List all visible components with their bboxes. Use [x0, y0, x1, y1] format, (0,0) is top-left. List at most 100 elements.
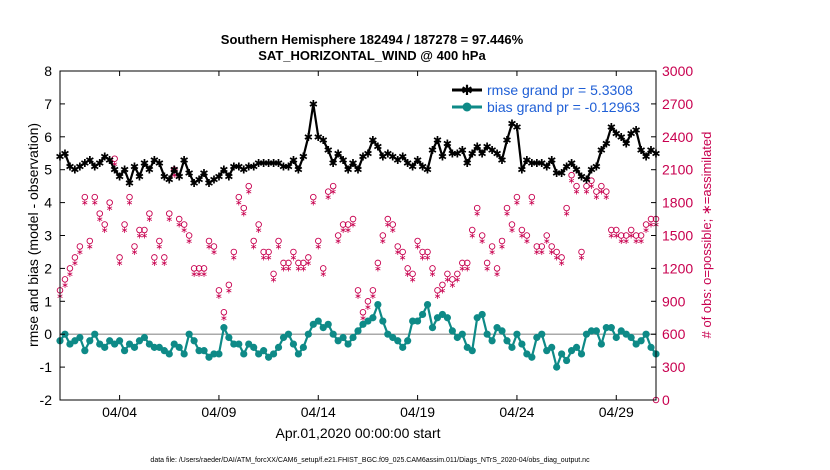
- rmse-point: ✱: [145, 164, 154, 177]
- rmse-point: ✱: [597, 144, 606, 157]
- rmse-point: ✱: [254, 157, 263, 170]
- possible-count-marker: [285, 259, 292, 267]
- left-tick-label: 7: [44, 96, 52, 112]
- rmse-point: ✱: [388, 151, 397, 164]
- left-tick-label: 0: [44, 326, 52, 342]
- rmse-point: ✱: [274, 157, 283, 170]
- possible-count-marker: [568, 171, 575, 179]
- right-tick-label: 2100: [662, 162, 693, 178]
- assimilated-count-marker: ∗: [235, 199, 243, 209]
- possible-count-marker: [334, 232, 342, 239]
- assimilated-count-marker: ∗: [498, 242, 506, 252]
- bias-point: [314, 317, 322, 325]
- possible-count-marker: [310, 193, 317, 201]
- possible-count-marker: [86, 237, 94, 245]
- chart-title-line2: SAT_HORIZONTAL_WIND @ 400 hPa: [258, 48, 486, 63]
- rmse-point: ✱: [279, 160, 288, 173]
- possible-count-marker: [439, 281, 446, 289]
- assimilated-count-marker: ∗: [91, 199, 99, 209]
- legend-rmse-marker: ✱: [461, 83, 473, 99]
- assimilated-count-marker: ∗: [66, 270, 74, 280]
- bias-point: [230, 340, 238, 348]
- assimilated-count-marker: ∗: [200, 270, 208, 280]
- bias-point: [339, 333, 347, 342]
- assimilated-count-marker: ∗: [61, 281, 69, 291]
- rmse-point: ✱: [314, 131, 323, 144]
- rmse-point: ✱: [100, 151, 109, 164]
- rmse-point: ✱: [368, 134, 377, 147]
- possible-count-marker: [647, 215, 655, 223]
- assimilated-count-marker: ∗: [573, 188, 581, 198]
- possible-count-marker: [379, 232, 387, 239]
- right-tick-label: 2400: [662, 129, 693, 145]
- rmse-point: ✱: [522, 154, 531, 167]
- rmse-point: ✱: [224, 170, 233, 183]
- rmse-point: ✱: [110, 164, 119, 177]
- rmse-point: ✱: [592, 160, 601, 173]
- possible-count-marker: [493, 265, 501, 272]
- assimilated-count-marker: ∗: [329, 188, 337, 198]
- chart-title-line1: Southern Hemisphere 182494 / 187278 = 97…: [221, 32, 524, 47]
- assimilated-count-marker: ∗: [170, 171, 178, 181]
- assimilated-count-marker: ∗: [503, 210, 511, 220]
- possible-count-marker: [603, 188, 610, 195]
- bias-point: [488, 337, 496, 345]
- bias-point: [508, 343, 516, 351]
- left-tick-label: 2: [44, 260, 52, 276]
- possible-count-marker: [434, 287, 441, 294]
- assimilated-count-marker: ∗: [369, 292, 377, 302]
- possible-count-marker: [111, 155, 118, 162]
- possible-count-marker: [444, 270, 451, 278]
- assimilated-count-marker: ∗: [463, 264, 471, 274]
- bias-point: [274, 343, 283, 351]
- assimilated-count-marker: ∗: [205, 242, 213, 252]
- possible-count-marker: [71, 254, 79, 261]
- assimilated-count-marker: ∗: [508, 226, 516, 236]
- right-axis: 0 300 600 900 1200 1500 1800 2100 2400 2700 3000: [651, 63, 693, 408]
- rmse-point: ✱: [423, 164, 432, 177]
- rmse-point: ✱: [189, 177, 198, 190]
- x-tick-label: 04/04: [102, 404, 137, 420]
- rmse-point: ✱: [338, 154, 347, 167]
- possible-count-marker: [146, 210, 153, 217]
- bias-point: [354, 327, 362, 335]
- assimilated-count-marker: ∗: [161, 259, 169, 269]
- rmse-point: ✱: [438, 151, 447, 164]
- rmse-point: ✱: [165, 174, 174, 187]
- possible-count-marker: [548, 243, 555, 250]
- assimilated-count-marker: ∗: [111, 160, 119, 170]
- assimilated-count-marker: ∗: [513, 199, 521, 209]
- rmse-point: ✱: [115, 170, 124, 183]
- possible-count-marker: [315, 237, 322, 245]
- right-tick-label: 600: [662, 326, 686, 342]
- possible-count-marker: [265, 248, 272, 256]
- rmse-point: ✱: [492, 147, 501, 160]
- possible-count-marker: [190, 265, 198, 272]
- assimilated-count-marker: ∗: [290, 253, 298, 263]
- possible-count-marker: [399, 248, 406, 256]
- assimilated-count-marker: ∗: [136, 232, 144, 242]
- bias-point: [414, 317, 422, 325]
- bias-point: [627, 333, 635, 342]
- assimilated-count-marker: ∗: [240, 210, 248, 220]
- possible-count-marker: [161, 254, 168, 261]
- x-tick-label: 04/24: [499, 404, 534, 420]
- assimilated-count-marker: ∗: [349, 221, 357, 231]
- possible-count-marker: [156, 237, 163, 245]
- bias-point: [101, 343, 109, 351]
- bias-point: [468, 347, 476, 355]
- assimilated-count-marker: ∗: [121, 226, 129, 236]
- rmse-point: ✱: [95, 157, 104, 170]
- rmse-point: ✱: [140, 157, 149, 170]
- possible-count-marker: [141, 226, 148, 234]
- assimilated-count-marker: ∗: [210, 248, 218, 258]
- rmse-point: ✱: [358, 151, 367, 164]
- rmse-point: ✱: [567, 157, 576, 170]
- possible-count-marker: [235, 193, 243, 201]
- right-axis-label: # of obs: o=possible; ∗=assimilated: [699, 132, 714, 339]
- assimilated-count-marker: ∗: [300, 264, 308, 274]
- bias-point: [130, 343, 139, 351]
- possible-count-marker: [205, 237, 213, 245]
- assimilated-count-marker: ∗: [553, 253, 561, 263]
- rmse-point: ✱: [90, 160, 99, 173]
